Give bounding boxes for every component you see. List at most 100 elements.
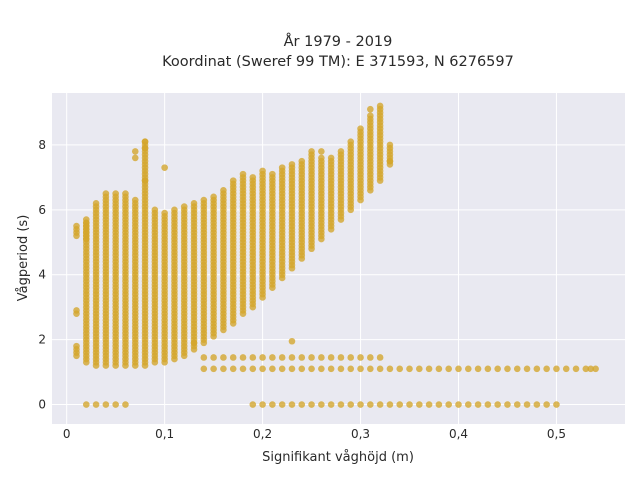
data-point [445, 365, 452, 373]
data-point [357, 365, 364, 373]
y-axis-ticks: 0 2 4 6 8 [38, 138, 46, 412]
y-tick-label: 0 [38, 398, 46, 412]
data-point [386, 365, 394, 373]
data-point [141, 177, 149, 184]
data-point [259, 167, 266, 175]
data-point [416, 401, 423, 408]
data-point [327, 365, 335, 373]
data-point [327, 401, 335, 408]
data-point [327, 154, 335, 162]
data-point [190, 339, 198, 347]
data-point [229, 354, 237, 361]
data-point [308, 354, 315, 361]
data-point [376, 401, 384, 408]
data-point [533, 401, 541, 408]
data-point [445, 401, 452, 408]
data-point [386, 401, 394, 408]
data-point [239, 170, 247, 178]
data-point [112, 401, 119, 408]
data-point [474, 401, 482, 408]
data-point [523, 401, 531, 408]
data-point [464, 401, 472, 408]
data-point [131, 154, 139, 162]
data-point [298, 365, 306, 373]
data-point [318, 365, 325, 373]
data-point [239, 365, 247, 373]
data-point [543, 401, 550, 408]
data-point [141, 138, 149, 145]
data-point [425, 401, 433, 408]
data-point [200, 354, 208, 361]
data-point [386, 141, 394, 149]
x-axis-ticks: 0 0,1 0,2 0,3 0,4 0,5 [63, 427, 566, 441]
data-point [122, 190, 129, 197]
data-point [435, 365, 443, 373]
data-point [73, 342, 80, 350]
data-point [533, 365, 541, 373]
data-point [269, 170, 276, 178]
chart-title: År 1979 - 2019 [284, 33, 393, 50]
data-point [337, 148, 345, 155]
data-point [190, 200, 198, 207]
data-point [131, 196, 139, 204]
data-point [210, 354, 217, 361]
data-points [73, 102, 599, 408]
data-point [288, 401, 296, 408]
data-point [376, 102, 384, 110]
data-point [171, 206, 178, 214]
data-point [161, 164, 168, 171]
y-tick-label: 8 [38, 138, 46, 152]
data-point [112, 190, 119, 197]
data-point [562, 365, 570, 373]
y-axis-label: Vågperiod (s) [16, 215, 31, 302]
data-point [278, 401, 286, 408]
data-point [435, 401, 443, 408]
x-tick-label: 0,2 [253, 427, 272, 441]
data-point [102, 190, 110, 197]
data-point [141, 144, 149, 152]
data-point [102, 401, 110, 408]
data-point [308, 365, 315, 373]
data-point [269, 354, 276, 361]
data-point [484, 401, 492, 408]
data-point [386, 157, 394, 165]
data-point [229, 365, 237, 373]
data-point [318, 401, 325, 408]
data-point [357, 401, 364, 408]
data-point [249, 354, 257, 361]
data-point [416, 365, 423, 373]
data-point [357, 125, 364, 132]
data-point [337, 365, 345, 373]
data-point [200, 365, 208, 373]
data-point [464, 365, 472, 373]
data-point [239, 354, 247, 361]
data-point [220, 354, 227, 361]
data-point [269, 401, 276, 408]
y-tick-label: 4 [38, 268, 46, 282]
data-point [308, 401, 315, 408]
data-point [278, 354, 286, 361]
data-point [259, 401, 266, 408]
data-point [73, 222, 80, 230]
data-point [347, 365, 355, 373]
data-point [318, 154, 325, 162]
data-point [210, 365, 217, 373]
data-point [504, 401, 511, 408]
data-point [288, 354, 296, 361]
data-point [357, 354, 364, 361]
data-point [249, 365, 257, 373]
data-point [376, 365, 384, 373]
data-point [347, 401, 355, 408]
data-point [73, 310, 80, 317]
x-axis-label: Signifikant våghöjd (m) [262, 450, 414, 465]
data-point [484, 365, 492, 373]
data-point [131, 148, 139, 155]
x-tick-label: 0 [63, 427, 71, 441]
data-point [220, 187, 227, 194]
data-point [327, 354, 335, 361]
data-point [553, 401, 560, 408]
data-point [592, 365, 599, 373]
data-point [298, 157, 306, 165]
data-point [494, 365, 501, 373]
